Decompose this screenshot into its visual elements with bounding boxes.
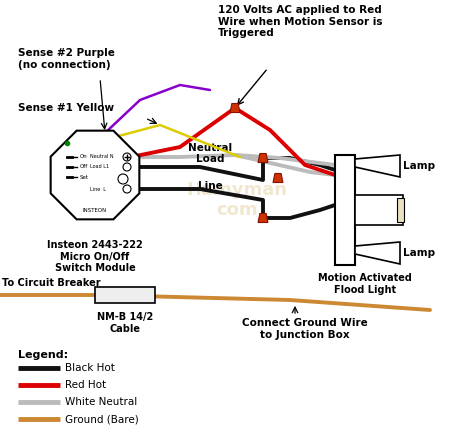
Polygon shape (273, 173, 283, 182)
Text: Lamp: Lamp (403, 248, 435, 258)
Text: Set: Set (80, 175, 89, 179)
Bar (355, 195, 403, 225)
Bar (95, 287, 155, 303)
Polygon shape (258, 214, 268, 223)
Text: Legend:: Legend: (18, 350, 68, 360)
Bar (397, 198, 404, 222)
Text: Line: Line (198, 181, 222, 191)
Text: Motion
Sensor: Motion Sensor (357, 199, 395, 221)
Text: Motion Activated
Flood Light: Motion Activated Flood Light (318, 273, 412, 294)
Text: Insteon 2443-222
Micro On/Off
Switch Module: Insteon 2443-222 Micro On/Off Switch Mod… (47, 240, 143, 273)
Text: Lamp: Lamp (403, 161, 435, 171)
Polygon shape (355, 155, 400, 177)
Text: White Neutral: White Neutral (65, 397, 137, 407)
Polygon shape (355, 242, 400, 264)
Text: Sense #2 Purple
(no connection): Sense #2 Purple (no connection) (18, 48, 115, 70)
Text: Neutral: Neutral (188, 143, 232, 153)
Text: Line  L: Line L (90, 187, 106, 191)
Polygon shape (230, 104, 240, 113)
Polygon shape (258, 154, 268, 163)
Text: Red Hot: Red Hot (65, 380, 106, 390)
Text: Connect Ground Wire
to Junction Box: Connect Ground Wire to Junction Box (242, 318, 368, 339)
Text: 120 Volts AC applied to Red
Wire when Motion Sensor is
Triggered: 120 Volts AC applied to Red Wire when Mo… (218, 5, 382, 38)
Text: Off: Off (80, 164, 88, 169)
Polygon shape (51, 131, 139, 219)
Text: On: On (80, 155, 88, 160)
Text: Hamyman
com: Hamyman com (186, 181, 288, 220)
Text: Ground (Bare): Ground (Bare) (65, 414, 139, 424)
Text: NM-B 14/2
Cable: NM-B 14/2 Cable (97, 312, 153, 333)
Text: Load: Load (196, 154, 224, 164)
Text: Neutral N: Neutral N (90, 155, 114, 160)
Text: Load L1: Load L1 (90, 164, 109, 169)
Bar (335, 155, 355, 265)
Text: To Circuit Breaker: To Circuit Breaker (2, 278, 100, 288)
Text: Sense #1 Yellow: Sense #1 Yellow (18, 103, 114, 113)
Text: Black Hot: Black Hot (65, 363, 115, 373)
Text: INSTEON: INSTEON (83, 208, 107, 212)
